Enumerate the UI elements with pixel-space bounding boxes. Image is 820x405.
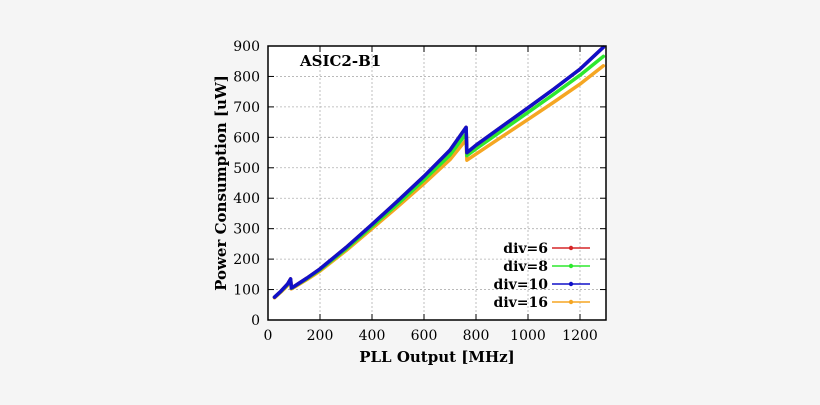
y-tick-label: 400 xyxy=(233,191,260,207)
y-tick-label: 700 xyxy=(233,100,260,116)
x-axis-label: PLL Output [MHz] xyxy=(359,348,515,366)
x-tick-label: 400 xyxy=(359,328,386,344)
y-tick-label: 800 xyxy=(233,69,260,85)
legend-swatch-marker xyxy=(568,263,574,269)
y-tick-label: 200 xyxy=(233,252,260,268)
legend: div=6 div=8 div=10 div=16 xyxy=(494,241,590,311)
y-tick-label: 100 xyxy=(233,283,260,299)
y-tick-label: 900 xyxy=(233,39,260,55)
y-tick-label: 0 xyxy=(251,313,260,329)
chart-annotation: ASIC2-B1 xyxy=(299,52,381,70)
legend-label: div=6 xyxy=(503,241,548,257)
y-tick-label: 600 xyxy=(233,130,260,146)
legend-swatch-marker xyxy=(568,281,574,287)
legend-swatch-marker xyxy=(568,245,574,251)
x-tick-label: 600 xyxy=(411,328,438,344)
legend-label: div=8 xyxy=(503,259,548,275)
x-tick-label: 800 xyxy=(463,328,490,344)
ticks: 0 200 400 600 800 1000 1200 0 100 200 300 400 500 600… xyxy=(233,39,606,344)
x-tick-label: 1000 xyxy=(510,328,546,344)
x-tick-label: 200 xyxy=(307,328,334,344)
y-axis-label: Power Consumption [uW] xyxy=(212,75,230,291)
x-tick-label: 1200 xyxy=(562,328,598,344)
legend-label: div=16 xyxy=(494,295,548,311)
y-tick-label: 300 xyxy=(233,222,260,238)
series-layer xyxy=(272,45,606,300)
legend-label: div=10 xyxy=(494,277,549,293)
y-tick-label: 500 xyxy=(233,161,260,177)
x-tick-label: 0 xyxy=(264,328,273,344)
legend-swatch-marker xyxy=(568,299,574,305)
plot-frame xyxy=(267,45,607,321)
series-line-div-10 xyxy=(272,45,606,299)
